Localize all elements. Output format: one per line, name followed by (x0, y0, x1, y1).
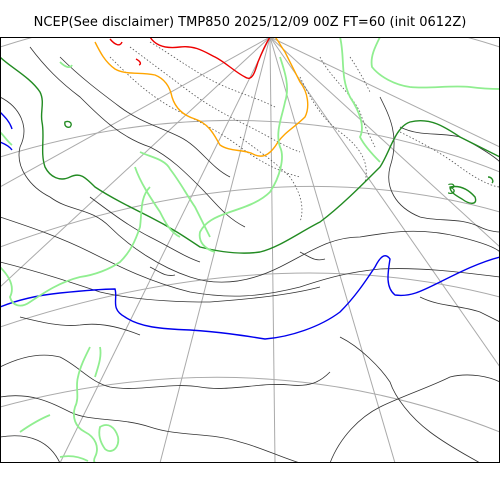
meridian-line (269, 37, 500, 368)
red-contour (109, 37, 271, 79)
meridians (0, 37, 500, 463)
latitude-circles (0, 37, 500, 433)
meridian-line (269, 37, 396, 463)
land-outlines (0, 37, 500, 463)
meridian-line (269, 37, 500, 248)
meridian-line (0, 37, 271, 188)
meridian-line (269, 37, 500, 148)
map-frame (0, 37, 500, 463)
map-title: NCEP(See disclaimer) TMP850 2025/12/09 0… (33, 15, 467, 30)
latitude-line (0, 376, 500, 433)
thin-contours (0, 46, 500, 463)
latitude-line (0, 185, 500, 248)
green-contour (0, 56, 500, 254)
map-canvas: 3 (0, 37, 500, 463)
weather-map: 3 (0, 37, 500, 463)
orange-contour (94, 37, 309, 157)
meridian-line (59, 37, 271, 463)
latitude-line (0, 37, 500, 48)
contour-label: 3 (447, 182, 456, 198)
meridian-line (0, 37, 271, 288)
blue-contour (0, 111, 500, 340)
latitude-line (0, 272, 500, 328)
latitude-line (0, 120, 500, 173)
meridian-line (269, 37, 276, 463)
